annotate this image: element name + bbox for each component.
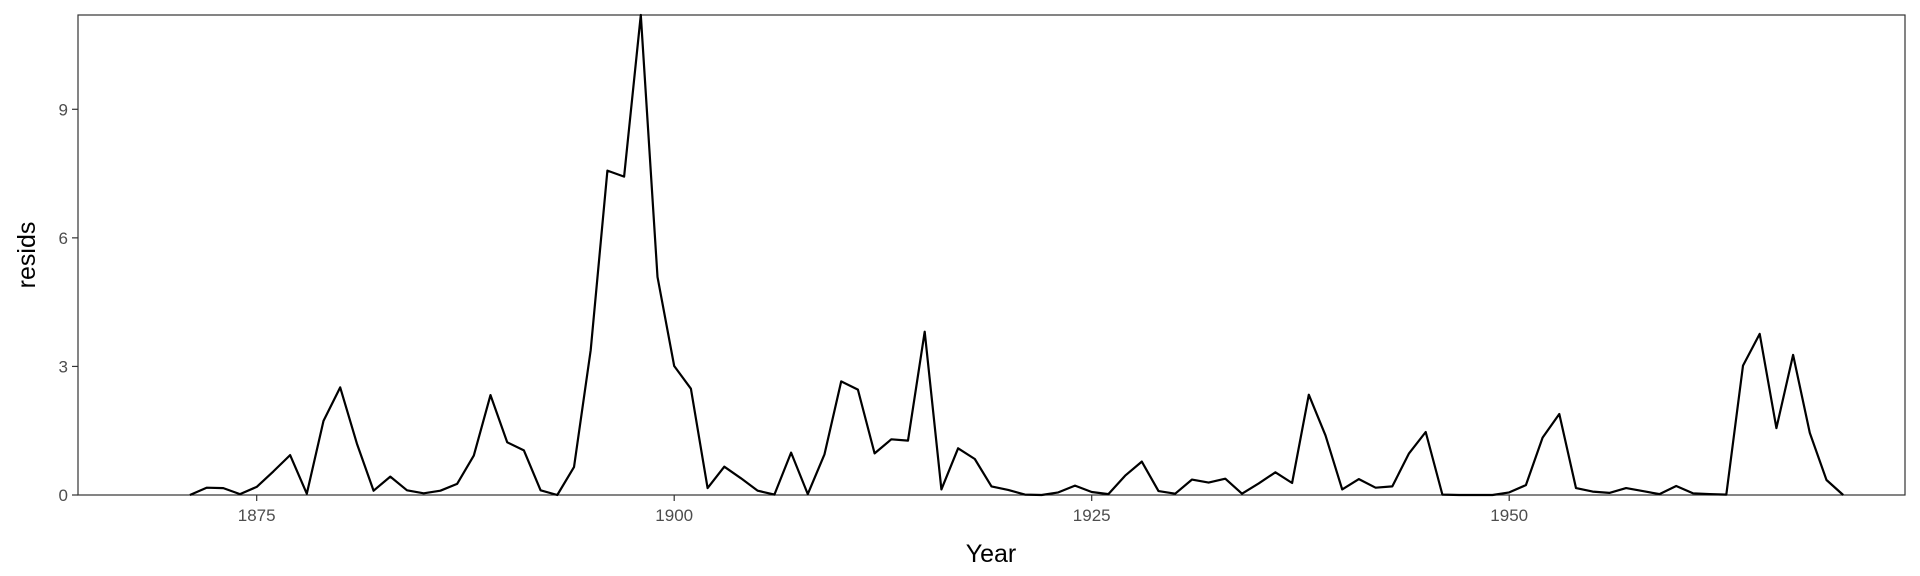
x-tick-label: 1875	[238, 506, 276, 525]
x-tick-label: 1900	[655, 506, 693, 525]
x-axis-ticks: 1875 1900 1925 1950	[238, 495, 1528, 525]
plot-panel	[77, 14, 1906, 496]
resids-series-line	[189, 13, 1844, 497]
x-tick-label: 1925	[1073, 506, 1111, 525]
x-axis-title: Year	[966, 540, 1017, 568]
y-axis-title: resids	[13, 222, 41, 289]
y-tick-label: 6	[59, 229, 68, 248]
y-tick-label: 9	[59, 100, 68, 119]
y-tick-label: 3	[59, 357, 68, 376]
y-tick-label: 0	[59, 486, 68, 505]
y-axis-ticks: 0 3 6 9	[59, 100, 78, 505]
x-tick-label: 1950	[1490, 506, 1528, 525]
